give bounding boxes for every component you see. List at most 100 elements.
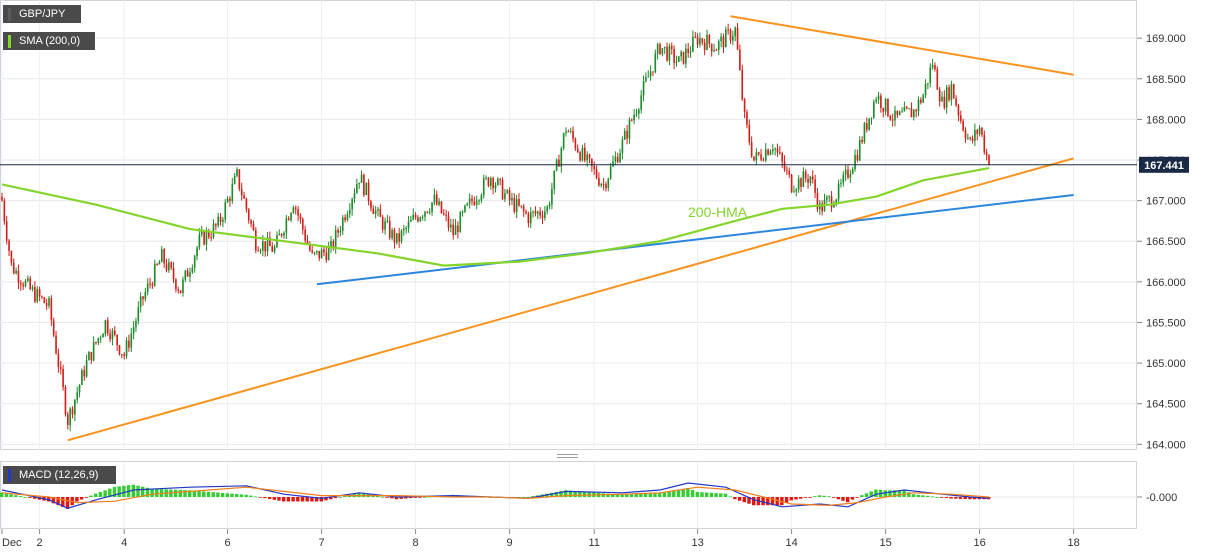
candle-body bbox=[8, 240, 10, 251]
candle-body bbox=[229, 198, 231, 201]
candle-body bbox=[358, 182, 361, 185]
candle-body bbox=[659, 44, 661, 54]
candle-up bbox=[553, 170, 556, 195]
candle-down bbox=[280, 233, 283, 238]
candle-up bbox=[377, 206, 379, 217]
candle-body bbox=[410, 219, 412, 222]
candle-body bbox=[769, 151, 772, 155]
candle-body bbox=[981, 127, 983, 135]
candle-up bbox=[125, 337, 128, 359]
candle-body bbox=[793, 191, 795, 193]
candle-down bbox=[219, 213, 222, 226]
candle-up bbox=[236, 167, 238, 178]
candle-up bbox=[48, 295, 50, 309]
candle-up bbox=[680, 50, 682, 62]
macd-histogram-bar bbox=[911, 494, 916, 497]
pane-resize-handle[interactable] bbox=[557, 454, 578, 460]
candle-up bbox=[633, 108, 635, 125]
candle-body bbox=[515, 199, 518, 212]
candle-body bbox=[344, 217, 346, 221]
time-tick-label: 7 bbox=[319, 537, 325, 549]
price-pane: 200-HMA bbox=[0, 0, 1137, 450]
candle-body bbox=[64, 387, 67, 415]
candle-down bbox=[311, 245, 314, 254]
macd-histogram-bar bbox=[869, 491, 873, 497]
candle-down bbox=[109, 328, 111, 343]
candle-body bbox=[52, 320, 55, 336]
signal-line bbox=[1, 486, 990, 507]
macd-histogram-bar bbox=[51, 497, 56, 504]
candle-up bbox=[31, 284, 34, 292]
candle-down bbox=[250, 218, 252, 228]
candle-body bbox=[356, 184, 358, 194]
candle-body bbox=[254, 230, 257, 251]
macd-histogram-bar bbox=[75, 497, 79, 502]
candle-down bbox=[522, 204, 525, 217]
candle-down bbox=[534, 206, 537, 217]
candle-up bbox=[607, 177, 610, 192]
candle-up bbox=[15, 267, 17, 275]
candle-body bbox=[113, 330, 116, 335]
candle-body bbox=[135, 320, 137, 328]
candle-body bbox=[419, 217, 422, 222]
candle-down bbox=[938, 86, 941, 107]
candle-body bbox=[10, 250, 13, 263]
candle-body bbox=[967, 137, 969, 139]
candle-body bbox=[247, 209, 250, 221]
candle-body bbox=[128, 340, 130, 348]
candle-body bbox=[616, 156, 619, 163]
candle-down bbox=[417, 215, 419, 223]
candle-down bbox=[722, 33, 725, 54]
candle-down bbox=[762, 157, 765, 162]
macd-histogram-bar bbox=[343, 495, 347, 497]
candle-body bbox=[198, 234, 201, 248]
candle-body bbox=[858, 140, 861, 161]
instrument-text: GBP/JPY bbox=[19, 8, 66, 20]
candle-body bbox=[753, 156, 755, 161]
candle-body bbox=[226, 198, 229, 203]
candle-body bbox=[283, 232, 285, 236]
candle-up bbox=[454, 219, 457, 236]
candle-up bbox=[663, 46, 666, 54]
candle-down bbox=[955, 95, 957, 108]
macd-histogram-bar bbox=[206, 491, 211, 497]
candle-up bbox=[191, 264, 194, 275]
candle-body bbox=[22, 284, 24, 287]
candle-body bbox=[130, 333, 133, 348]
candle-body bbox=[395, 233, 398, 243]
candle-body bbox=[292, 207, 295, 214]
candle-body bbox=[69, 408, 71, 426]
macd-histogram-bar bbox=[150, 488, 154, 497]
candle-down bbox=[19, 279, 22, 291]
macd-histogram-bar bbox=[188, 490, 192, 497]
candle-up bbox=[941, 91, 943, 102]
candle-down bbox=[518, 192, 520, 207]
candle-down bbox=[588, 153, 591, 164]
price-tick-label: 166.000 bbox=[1146, 277, 1186, 289]
candle-down bbox=[367, 178, 370, 206]
candles bbox=[1, 22, 990, 432]
candle-body bbox=[536, 211, 539, 214]
candle-up bbox=[619, 148, 621, 164]
candle-up bbox=[562, 132, 565, 151]
candle-up bbox=[924, 79, 927, 99]
candle-down bbox=[179, 290, 182, 294]
candle-up bbox=[97, 337, 100, 346]
macd-histogram-bar bbox=[944, 497, 949, 499]
candle-down bbox=[170, 261, 173, 271]
candle-down bbox=[370, 199, 372, 212]
candle-body bbox=[762, 159, 765, 161]
macd-text: MACD (12,26,9) bbox=[19, 469, 99, 481]
candle-down bbox=[539, 207, 541, 219]
macd-histogram-bar bbox=[399, 497, 403, 499]
candle-body bbox=[565, 131, 567, 134]
macd-histogram-bar bbox=[404, 497, 408, 499]
macd-histogram-bar bbox=[888, 490, 892, 497]
macd-histogram-bar bbox=[79, 497, 84, 500]
candle-up bbox=[854, 149, 856, 172]
candle-body bbox=[334, 229, 337, 249]
candle-up bbox=[600, 182, 603, 188]
macd-histogram-bar bbox=[413, 497, 417, 498]
candle-down bbox=[64, 384, 67, 417]
candle-body bbox=[572, 130, 574, 139]
